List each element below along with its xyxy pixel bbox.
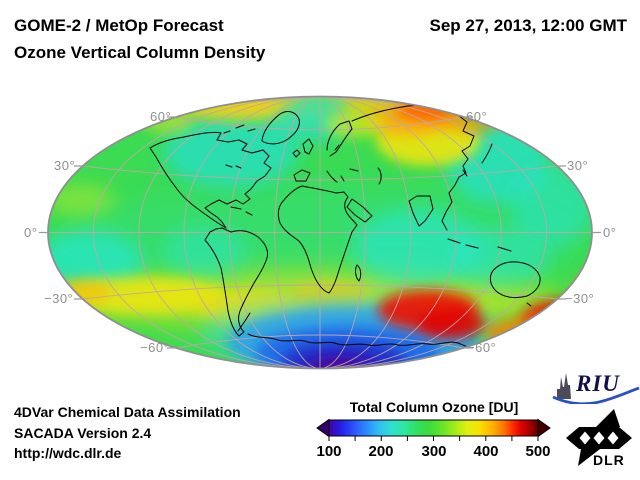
colorbar-tick-label-400: 400 (473, 443, 499, 460)
footer-line-version: SACADA Version 2.4 (14, 425, 152, 441)
lat-label-60n-left: 60° (150, 109, 172, 124)
colorbar-tick-label-100: 100 (316, 443, 342, 460)
lat-label-60s-left: −60° (140, 340, 170, 355)
colorbar-scale (316, 418, 551, 441)
timestamp: Sep 27, 2013, 12:00 GMT (429, 16, 628, 35)
riu-logo-text: RIU (576, 371, 620, 396)
colorbar-tick-label-500: 500 (525, 443, 551, 460)
dlr-logo (566, 409, 632, 466)
page-title: GOME-2 / MetOp Forecast (14, 16, 224, 35)
colorbar-ticks (328, 436, 539, 441)
lat-label-eq-right: 0° (603, 225, 617, 240)
lat-label-30s-left: −30° (44, 291, 74, 306)
lat-label-30n-right: 30° (567, 158, 589, 173)
colorbar-right-arrow (537, 418, 551, 438)
latitude-ticks (39, 116, 601, 349)
colorbar-title: Total Column Ozone [DU] (349, 399, 519, 415)
dlr-logo-text: DLR (593, 452, 625, 468)
lat-label-60s-right: −60° (467, 340, 497, 355)
colorbar-left-arrow (316, 418, 330, 438)
footer-line-assimilation: 4DVar Chemical Data Assimilation (14, 404, 241, 420)
dlr-bird-icon (566, 409, 632, 466)
page-subtitle: Ozone Vertical Column Density (14, 43, 266, 62)
footer-line-url: http://wdc.dlr.de (14, 445, 122, 461)
riu-cathedral-icon (557, 373, 571, 399)
colorbar-tick-label-200: 200 (368, 443, 394, 460)
riu-wave-icon (552, 386, 640, 404)
ozone-field (48, 96, 592, 369)
riu-logo (552, 373, 640, 404)
lat-label-eq-left: 0° (24, 225, 38, 240)
lat-label-60n-right: 60° (466, 109, 488, 124)
graticule (48, 96, 592, 369)
colorbar-gradient (328, 419, 539, 437)
coastlines (149, 104, 571, 355)
lat-label-30n-left: 30° (54, 158, 76, 173)
lat-label-30s-right: −30° (565, 291, 595, 306)
colorbar-tick-label-300: 300 (421, 443, 447, 460)
